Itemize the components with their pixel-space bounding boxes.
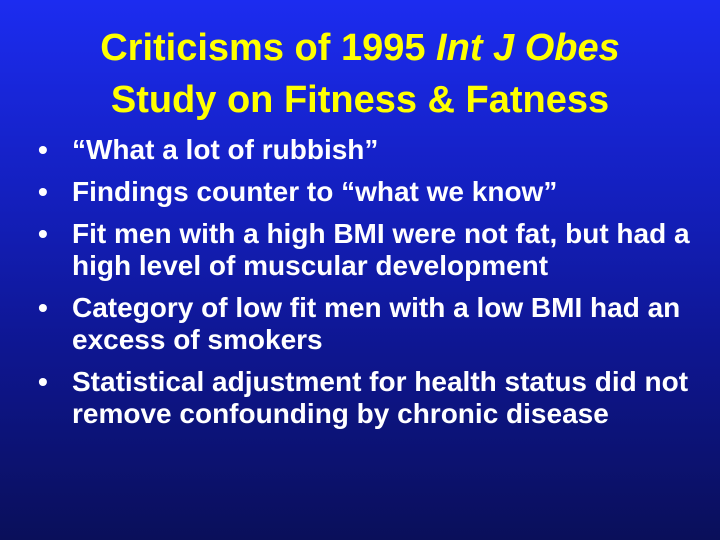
- bullet-text: “What a lot of rubbish”: [72, 134, 379, 165]
- bullet-dot-icon: •: [38, 176, 48, 207]
- bullet-item: • Fit men with a high BMI were not fat, b…: [0, 218, 700, 282]
- bullet-dot-icon: •: [38, 218, 48, 249]
- bullet-item: • Statistical adjustment for health statu…: [0, 366, 700, 430]
- bullet-text: Findings counter to “what we know”: [72, 176, 558, 207]
- title-journal-name: Int J Obes: [436, 27, 620, 69]
- bullet-text: Fit men with a high BMI were not fat, bu…: [72, 218, 690, 281]
- title-line2: Study on Fitness & Fatness: [110, 79, 610, 121]
- slide-title: Criticisms of 1995 Int J Obes Study on F…: [0, 22, 720, 126]
- bullet-dot-icon: •: [38, 134, 48, 165]
- bullet-item: • Findings counter to “what we know”: [0, 176, 700, 208]
- bullet-text: Category of low fit men with a low BMI h…: [72, 292, 681, 355]
- bullet-text: Statistical adjustment for health status…: [72, 366, 689, 429]
- bullet-list: • “What a lot of rubbish” • Findings count…: [0, 134, 700, 440]
- bullet-dot-icon: •: [38, 292, 48, 323]
- bullet-item: • “What a lot of rubbish”: [0, 134, 700, 166]
- bullet-dot-icon: •: [38, 366, 48, 397]
- bullet-item: • Category of low fit men with a low BMI …: [0, 292, 700, 356]
- title-line1-prefix: Criticisms of 1995: [100, 27, 437, 69]
